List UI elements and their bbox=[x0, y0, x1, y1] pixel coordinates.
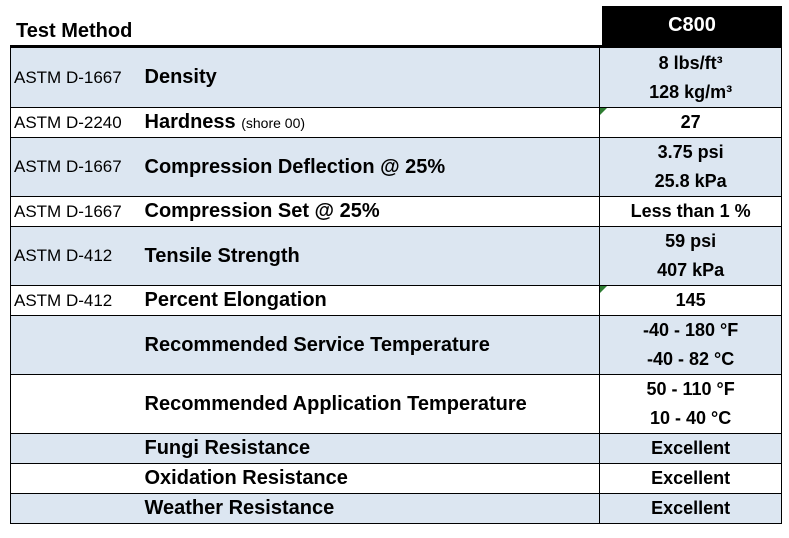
value-cell: 50 - 110 °F 10 - 40 °C bbox=[599, 374, 782, 434]
value-cell: 145 bbox=[599, 285, 782, 316]
comment-marker-icon bbox=[600, 108, 608, 115]
value-cell: 27 bbox=[599, 107, 782, 138]
property-name: Compression Deflection @ 25% bbox=[140, 137, 601, 197]
table-row: Recommended Service Temperature -40 - 18… bbox=[10, 315, 782, 375]
property-note: (shore 00) bbox=[241, 115, 306, 131]
value-line: 407 kPa bbox=[657, 260, 725, 280]
table-row: ASTM D-1667 Compression Deflection @ 25%… bbox=[10, 137, 782, 197]
value-line: -40 - 82 °C bbox=[647, 349, 735, 369]
value-cell: 8 lbs/ft³ 128 kg/m³ bbox=[599, 47, 782, 108]
value-line: 10 - 40 °C bbox=[650, 408, 732, 428]
value-cell: Excellent bbox=[599, 463, 782, 494]
value-line: 128 kg/m³ bbox=[649, 81, 733, 102]
comment-marker-icon bbox=[600, 286, 608, 293]
value-line: Excellent bbox=[651, 438, 731, 458]
value-line: 8 lbs/ft³ bbox=[658, 52, 723, 73]
value-line: 59 psi bbox=[665, 231, 717, 251]
value-cell: Excellent bbox=[599, 433, 782, 464]
table-row: Oxidation Resistance Excellent bbox=[10, 463, 782, 494]
table-row: Weather Resistance Excellent bbox=[10, 493, 782, 524]
table-row: ASTM D-1667 Compression Set @ 25% Less t… bbox=[10, 196, 782, 227]
value-cell: 3.75 psi 25.8 kPa bbox=[599, 137, 782, 197]
test-method-cell: ASTM D-1667 bbox=[10, 196, 141, 227]
properties-table: ASTM D-1667 Density 8 lbs/ft³ 128 kg/m³ … bbox=[10, 47, 782, 524]
test-method-cell: ASTM D-1667 bbox=[10, 137, 141, 197]
value-line: Less than 1 % bbox=[630, 201, 751, 221]
test-method-cell bbox=[10, 463, 141, 494]
table-row: Recommended Application Temperature 50 -… bbox=[10, 374, 782, 434]
value-line: 3.75 psi bbox=[657, 142, 724, 162]
property-cell: Hardness (shore 00) bbox=[140, 107, 601, 138]
table-header: Test Method C800 bbox=[10, 6, 782, 47]
property-name: Fungi Resistance bbox=[140, 433, 601, 464]
test-method-cell: ASTM D-412 bbox=[10, 226, 141, 286]
value-cell: -40 - 180 °F -40 - 82 °C bbox=[599, 315, 782, 375]
value-line: Excellent bbox=[651, 498, 731, 518]
value-line: 145 bbox=[675, 290, 706, 310]
product-heading: C800 bbox=[602, 6, 782, 45]
property-name: Percent Elongation bbox=[140, 285, 601, 316]
property-name: Compression Set @ 25% bbox=[140, 196, 601, 227]
test-method-cell: ASTM D-2240 bbox=[10, 107, 141, 138]
test-method-cell bbox=[10, 315, 141, 375]
property-name: Weather Resistance bbox=[140, 493, 601, 524]
property-name: Oxidation Resistance bbox=[140, 463, 601, 494]
value-line: 27 bbox=[680, 112, 701, 132]
test-method-cell bbox=[10, 374, 141, 434]
table-row: ASTM D-1667 Density 8 lbs/ft³ 128 kg/m³ bbox=[10, 47, 782, 108]
property-name: Hardness bbox=[144, 111, 236, 133]
value-cell: Excellent bbox=[599, 493, 782, 524]
value-cell: 59 psi 407 kPa bbox=[599, 226, 782, 286]
test-method-cell: ASTM D-1667 bbox=[10, 47, 141, 108]
value-line: Excellent bbox=[651, 468, 731, 488]
value-line: 50 - 110 °F bbox=[646, 379, 735, 399]
test-method-heading: Test Method bbox=[16, 20, 133, 42]
spec-sheet: Test Method C800 ASTM D-1667 Density 8 l… bbox=[10, 6, 782, 524]
value-cell: Less than 1 % bbox=[599, 196, 782, 227]
table-row: ASTM D-2240 Hardness (shore 00) 27 bbox=[10, 107, 782, 138]
test-method-cell: ASTM D-412 bbox=[10, 285, 141, 316]
property-name: Density bbox=[140, 47, 601, 108]
value-line: 25.8 kPa bbox=[654, 171, 727, 191]
table-row: Fungi Resistance Excellent bbox=[10, 433, 782, 464]
table-row: ASTM D-412 Tensile Strength 59 psi 407 k… bbox=[10, 226, 782, 286]
property-name: Recommended Application Temperature bbox=[140, 374, 601, 434]
property-name: Tensile Strength bbox=[140, 226, 601, 286]
property-name: Recommended Service Temperature bbox=[140, 315, 601, 375]
table-row: ASTM D-412 Percent Elongation 145 bbox=[10, 285, 782, 316]
test-method-cell bbox=[10, 433, 141, 464]
value-line: -40 - 180 °F bbox=[643, 320, 739, 340]
test-method-cell bbox=[10, 493, 141, 524]
